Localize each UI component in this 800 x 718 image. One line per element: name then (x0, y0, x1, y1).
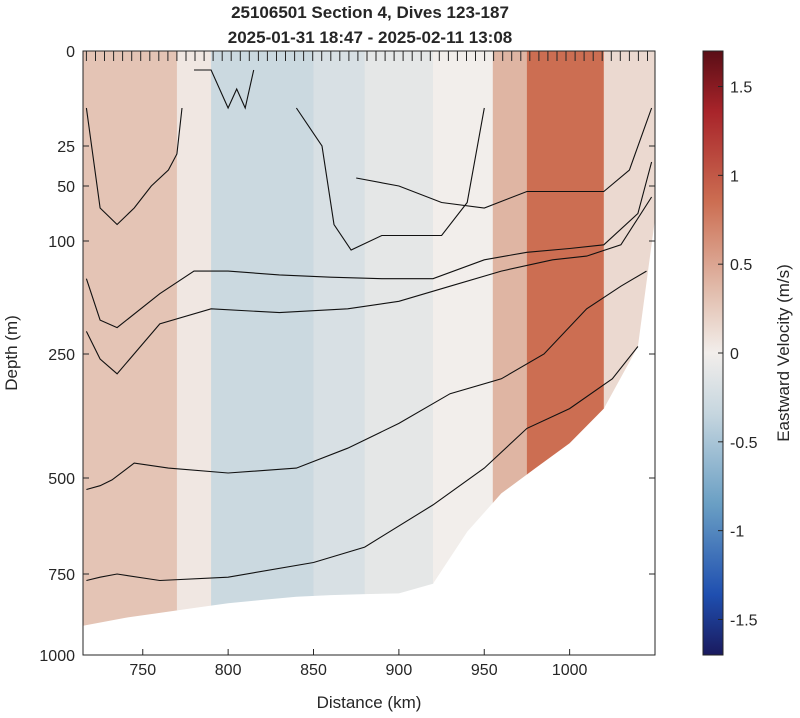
contour-line-5 (85, 196, 653, 375)
plot-frame (82, 50, 656, 656)
contour-line-0 (85, 107, 183, 226)
y-tick-label: 750 (48, 567, 75, 584)
colorbar-tick-label: 1.5 (730, 80, 752, 97)
velocity-band-2 (211, 51, 314, 626)
x-axis-label: Distance (km) (317, 693, 422, 712)
contour-lines (85, 69, 653, 582)
velocity-band-0 (83, 51, 178, 626)
colorbar-tick-label: 1 (730, 168, 739, 185)
velocity-band-1 (176, 51, 212, 626)
colorbar-ticks: -1.5 -1 -0.5 0 0.5 1 1.5 (718, 80, 758, 629)
contour-line-2 (295, 107, 485, 251)
y-tick-label: 100 (48, 234, 75, 251)
x-tick-label: 900 (386, 662, 413, 679)
colorbar-tick-label: 0.5 (730, 257, 752, 274)
contour-line-3 (356, 107, 653, 209)
x-axis: 750 800 850 900 950 1000 (129, 649, 588, 679)
dive-location-ticks (85, 51, 648, 61)
contour-line-6 (86, 270, 647, 491)
velocity-band-3 (313, 51, 366, 626)
colorbar-label: Eastward Velocity (m/s) (774, 264, 793, 442)
y-tick-label: 250 (48, 347, 75, 364)
colorbar-tick-label: -1 (730, 524, 744, 541)
x-tick-label: 950 (471, 662, 498, 679)
x-tick-label: 850 (300, 662, 327, 679)
x-tick-label: 1000 (552, 662, 588, 679)
y-axis: 0 25 50 100 250 500 750 1000 (39, 44, 655, 665)
y-axis-label: Depth (m) (2, 315, 21, 391)
colorbar-tick-label: -1.5 (730, 612, 758, 629)
velocity-band-4 (364, 51, 434, 626)
y-tick-label: 500 (48, 471, 75, 488)
y-tick-label: 50 (57, 179, 75, 196)
x-tick-label: 800 (215, 662, 242, 679)
chart-subtitle: 2025-01-31 18:47 - 2025-02-11 13:08 (228, 28, 513, 47)
x-tick-label: 750 (129, 662, 156, 679)
y-tick-label: 1000 (39, 648, 75, 665)
y-tick-label: 0 (66, 44, 75, 61)
contour-line-1 (194, 69, 255, 110)
y-tick-label: 25 (57, 139, 75, 156)
chart-title: 25106501 Section 4, Dives 123-187 (231, 3, 509, 22)
colorbar-tick-label: -0.5 (730, 435, 758, 452)
colorbar-tick-label: 0 (730, 346, 739, 363)
contour-line-7 (86, 346, 639, 582)
contour-line-4 (85, 161, 653, 329)
